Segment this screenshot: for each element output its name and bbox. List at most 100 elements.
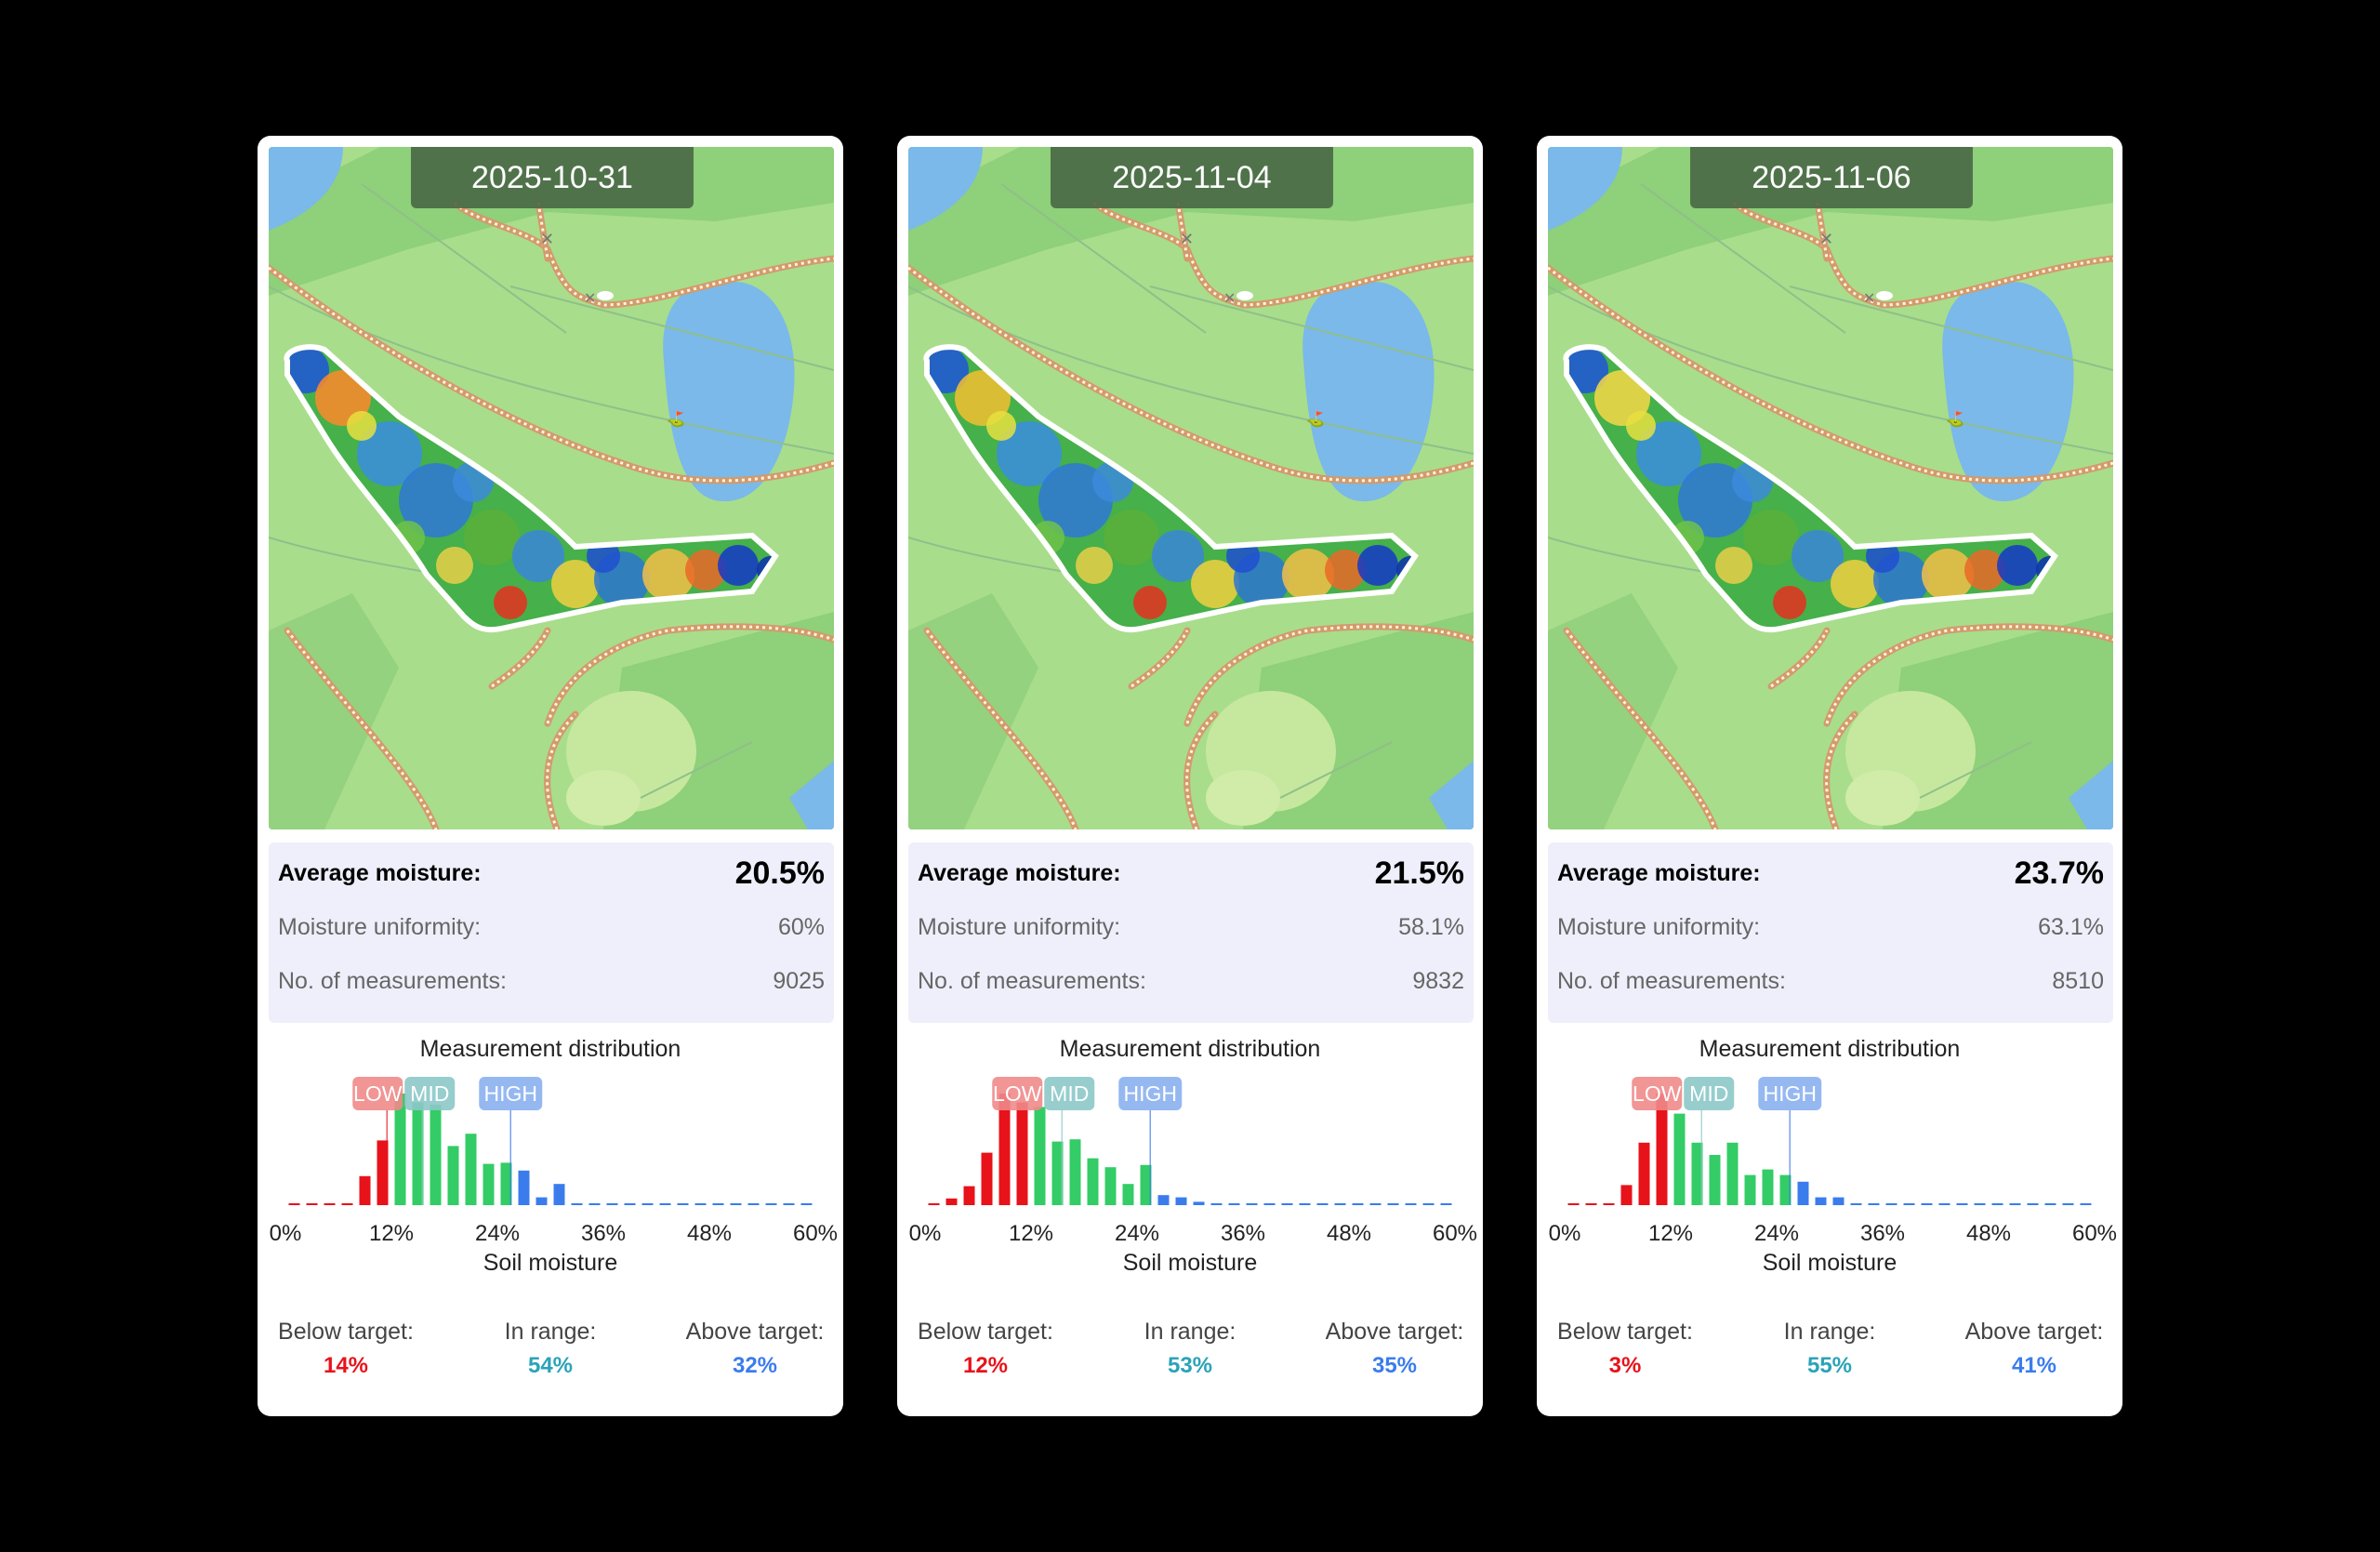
low-threshold-label: LOW [353, 1081, 403, 1106]
measurements-row: No. of measurements: 8510 [1557, 958, 2104, 1004]
water-body [269, 147, 343, 231]
measurements-value: 9025 [773, 967, 825, 994]
histogram-bar [377, 1140, 389, 1205]
stats-panel: Average moisture: 20.5% Moisture uniform… [269, 842, 834, 1023]
mid-threshold-label: MID [1050, 1081, 1089, 1106]
in-range-value: 55% [1806, 1353, 1853, 1378]
histogram-title: Measurement distribution [1699, 1036, 1961, 1062]
below-target-label: Below target: [918, 1319, 1053, 1345]
histogram-bar [1656, 1094, 1668, 1205]
average-moisture-row: Average moisture: 21.5% [918, 850, 1464, 896]
dotted-path-inner [1732, 201, 2113, 307]
dotted-path [284, 627, 440, 829]
moisture-heatmap [1566, 347, 2056, 630]
water-body [789, 761, 834, 829]
below-target: Below target: 3% [1537, 1319, 1713, 1379]
in-range: In range: 53% [1102, 1319, 1278, 1379]
high-threshold-tag [1758, 1077, 1822, 1110]
track-line [269, 285, 834, 455]
uniformity-label: Moisture uniformity: [1557, 913, 1761, 940]
histogram-bar [981, 1152, 993, 1205]
water-body [1429, 761, 1474, 829]
average-moisture-row: Average moisture: 23.7% [1557, 850, 2104, 896]
high-threshold-tag [479, 1077, 543, 1110]
above-target-label: Above target: [1964, 1319, 2104, 1345]
in-range: In range: 54% [462, 1319, 639, 1379]
field-boundary [284, 344, 779, 633]
x-tick-label: 36% [581, 1221, 626, 1246]
in-range-label: In range: [1783, 1319, 1876, 1345]
track-line [361, 183, 567, 334]
histogram-bar [1157, 1195, 1170, 1205]
pin-icon: ⛳ [1946, 410, 1964, 428]
histogram-bar [1175, 1197, 1187, 1205]
x-tick-label: 60% [1433, 1221, 1477, 1246]
date-badge: 2025-10-31 [411, 147, 694, 208]
lake [1942, 282, 2074, 502]
high-threshold-tag [1118, 1077, 1183, 1110]
histogram-bar [1122, 1184, 1134, 1205]
histogram-bar [1815, 1197, 1827, 1205]
dotted-path-inner [1825, 712, 1857, 829]
marker-icon [597, 291, 614, 300]
low-threshold-tag [992, 1077, 1043, 1110]
marker-icon [1876, 291, 1893, 300]
dotted-path-inner [546, 712, 577, 829]
average-moisture-value: 23.7% [2014, 855, 2104, 891]
field-map[interactable]: ✕ ✕ ⛳ 2025-10-31 [269, 147, 834, 829]
uniformity-label: Moisture uniformity: [918, 913, 1121, 940]
x-tick-label: 0% [1549, 1221, 1581, 1246]
x-tick-label: 48% [1327, 1221, 1371, 1246]
in-range: In range: 55% [1741, 1319, 1918, 1379]
mid-threshold-tag [1684, 1077, 1735, 1110]
histogram-bar [430, 1105, 442, 1205]
moisture-heatmap [286, 347, 776, 630]
histogram-bar [998, 1094, 1011, 1205]
uniformity-label: Moisture uniformity: [278, 913, 482, 940]
x-tick-label: 24% [1115, 1221, 1159, 1246]
field-map[interactable]: ✕ ✕ ⛳ 2025-11-06 [1548, 147, 2113, 829]
x-marker-icon: ✕ [1819, 230, 1833, 248]
track-line [1919, 741, 2032, 799]
dotted-path-inner [1770, 630, 1829, 688]
moisture-card: ✕ ✕ ⛳ 2025-11-06 Average moisture: 23.7% M… [1537, 136, 2122, 1416]
histogram-bar [1620, 1185, 1633, 1205]
green-area [566, 770, 641, 826]
uniformity-value: 63.1% [2038, 913, 2104, 940]
field-map[interactable]: ✕ ✕ ⛳ 2025-11-04 [908, 147, 1474, 829]
x-tick-label: 0% [270, 1221, 302, 1246]
date-badge: 2025-11-06 [1690, 147, 1973, 208]
uniformity-row: Moisture uniformity: 63.1% [1557, 904, 2104, 950]
low-threshold-tag [352, 1077, 403, 1110]
measurements-label: No. of measurements: [918, 967, 1146, 994]
above-target-value: 41% [2011, 1353, 2057, 1378]
map-svg: ✕ ✕ ⛳ [908, 147, 1474, 829]
map-svg: ✕ ✕ ⛳ [1548, 147, 2113, 829]
histogram-bar [518, 1170, 530, 1205]
pin-icon: ⛳ [1306, 410, 1325, 428]
above-target: Above target: 41% [1946, 1319, 2122, 1379]
uniformity-value: 58.1% [1398, 913, 1464, 940]
measurements-row: No. of measurements: 9025 [278, 958, 825, 1004]
histogram-bar [1673, 1113, 1686, 1205]
high-threshold-label: HIGH [1124, 1081, 1178, 1106]
average-moisture-label: Average moisture: [1557, 859, 1761, 886]
track-line [1789, 285, 2113, 371]
water-body [1548, 147, 1622, 231]
x-axis-label: Soil moisture [1763, 1250, 1897, 1276]
stats-panel: Average moisture: 21.5% Moisture uniform… [908, 842, 1474, 1023]
histogram-bar [394, 1094, 406, 1205]
histogram-bar [1726, 1142, 1739, 1205]
histogram-bar [536, 1197, 548, 1205]
map-svg: ✕ ✕ ⛳ [269, 147, 834, 829]
histogram-bar [1104, 1167, 1117, 1205]
marker-icon [1236, 291, 1253, 300]
histogram-bar [1051, 1141, 1064, 1205]
low-threshold-label: LOW [1633, 1081, 1682, 1106]
water-body [2069, 761, 2113, 829]
x-tick-label: 24% [475, 1221, 520, 1246]
track-line [1640, 183, 1846, 334]
below-target-value: 14% [323, 1353, 369, 1378]
histogram-bar [1034, 1107, 1046, 1205]
histogram-bar [1087, 1158, 1099, 1205]
